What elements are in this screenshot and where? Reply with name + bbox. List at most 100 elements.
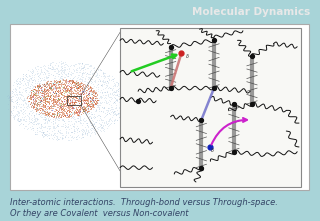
Point (111, 90, 116, 93)
Point (17, 90, 22, 94)
Point (91, 97, 96, 101)
Point (116, 112, 121, 115)
Point (44, 132, 49, 136)
Point (117, 102, 122, 105)
Point (76, 127, 81, 130)
Point (75, 77, 80, 80)
Point (82, 72, 87, 75)
Point (91, 93, 96, 97)
Point (52, 113, 57, 116)
Point (61, 91, 66, 94)
Point (23, 114, 28, 117)
Point (29, 69, 34, 72)
Point (57, 81, 62, 84)
Point (95, 98, 100, 102)
Point (76, 101, 81, 105)
Point (40, 130, 45, 133)
Point (114, 84, 119, 87)
Point (22, 82, 28, 85)
Point (76, 104, 81, 107)
Point (40, 90, 45, 93)
Point (72, 117, 77, 120)
Point (83, 127, 88, 131)
Point (101, 105, 106, 109)
Point (71, 94, 76, 98)
Point (54, 80, 59, 84)
Point (39, 133, 44, 137)
Point (64, 103, 69, 107)
Point (89, 89, 94, 92)
Point (86, 109, 91, 112)
Point (41, 86, 46, 90)
Point (48, 99, 53, 102)
Point (34, 122, 39, 126)
Point (55, 90, 60, 93)
Point (49, 87, 54, 90)
Point (49, 115, 54, 118)
Point (94, 93, 99, 97)
Point (15, 113, 20, 116)
Point (26, 82, 31, 86)
Point (41, 77, 46, 81)
Point (55, 80, 60, 83)
Point (84, 91, 89, 94)
Point (62, 100, 67, 103)
Point (86, 91, 92, 95)
Point (80, 118, 85, 121)
Point (97, 96, 102, 99)
Point (7, 91, 12, 94)
Point (79, 88, 84, 91)
Point (12, 105, 17, 108)
Point (57, 97, 62, 100)
Point (95, 87, 100, 91)
Point (43, 85, 48, 89)
Point (110, 111, 116, 115)
Point (73, 95, 78, 98)
Point (46, 124, 52, 128)
Point (54, 89, 59, 93)
Point (74, 120, 79, 124)
Point (49, 84, 54, 88)
Point (52, 114, 57, 117)
Point (101, 118, 106, 121)
Point (53, 96, 58, 99)
Point (49, 85, 54, 88)
Point (37, 96, 42, 99)
Point (36, 126, 42, 129)
Point (75, 112, 80, 116)
Point (75, 80, 80, 84)
Point (80, 86, 85, 90)
Point (98, 79, 103, 82)
Point (81, 107, 86, 110)
Point (41, 88, 46, 92)
Point (92, 75, 98, 78)
Point (15, 96, 20, 100)
Point (61, 124, 66, 127)
Point (27, 93, 32, 97)
Point (81, 98, 86, 101)
Point (55, 69, 60, 73)
Point (47, 89, 52, 92)
Point (32, 130, 37, 133)
Point (46, 82, 51, 86)
Point (113, 90, 118, 94)
Point (17, 119, 22, 123)
Point (60, 78, 65, 82)
Point (53, 95, 58, 98)
Point (62, 102, 68, 106)
Point (68, 138, 73, 141)
Point (46, 106, 51, 110)
Point (80, 90, 85, 93)
Point (31, 114, 36, 117)
Point (80, 71, 85, 75)
Point (89, 105, 94, 109)
Point (73, 106, 78, 110)
Point (48, 86, 53, 90)
Point (45, 91, 51, 95)
Point (71, 110, 76, 114)
Point (71, 84, 76, 87)
Point (36, 117, 41, 121)
Bar (67, 96, 81, 105)
Point (113, 106, 118, 110)
Point (44, 110, 50, 114)
